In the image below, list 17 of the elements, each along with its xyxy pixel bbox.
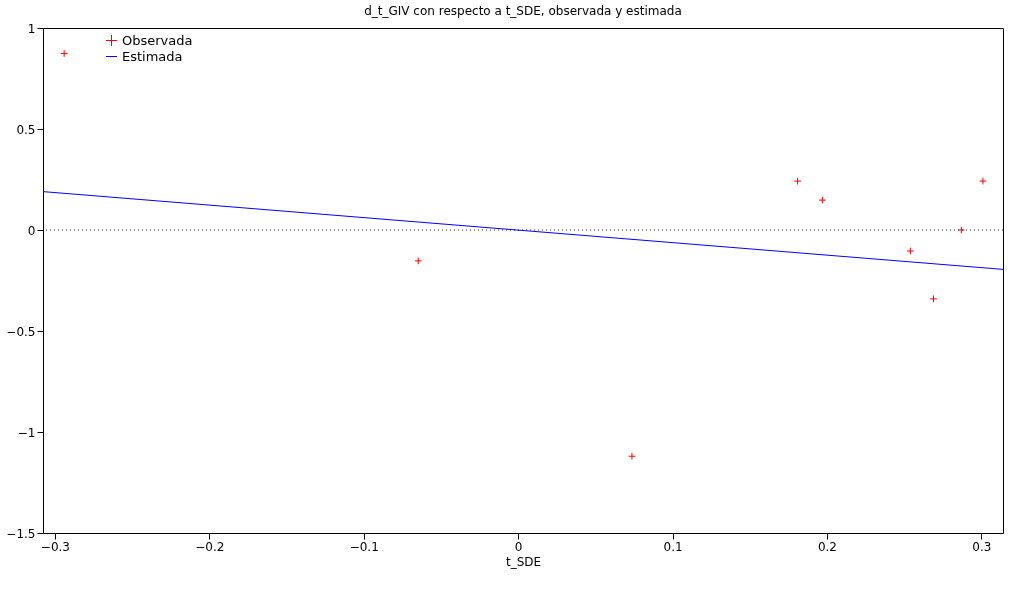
y-tick-label: −1 — [17, 425, 36, 440]
x-tick-label: −0.1 — [349, 539, 379, 554]
x-tick-label: 0.3 — [972, 539, 992, 554]
x-tick-label: −0.3 — [40, 539, 70, 554]
y-tick-label: 1 — [27, 21, 36, 36]
y-tick-label: −1.5 — [6, 526, 36, 541]
x-tick-label: −0.2 — [195, 539, 225, 554]
x-tick-label: 0.1 — [663, 539, 683, 554]
legend-label: Estimada — [122, 48, 183, 64]
y-tick-label: 0.5 — [16, 122, 36, 137]
x-tick-label: 0 — [514, 539, 523, 554]
legend-label: Observada — [122, 32, 193, 48]
y-tick-label: −0.5 — [6, 324, 36, 339]
x-axis-title: t_SDE — [505, 554, 542, 569]
chart-title: d_t_GIV con respecto a t_SDE, observada y estimada — [364, 4, 682, 18]
x-tick-label: 0.2 — [817, 539, 838, 554]
y-tick-label: 0 — [27, 223, 36, 238]
